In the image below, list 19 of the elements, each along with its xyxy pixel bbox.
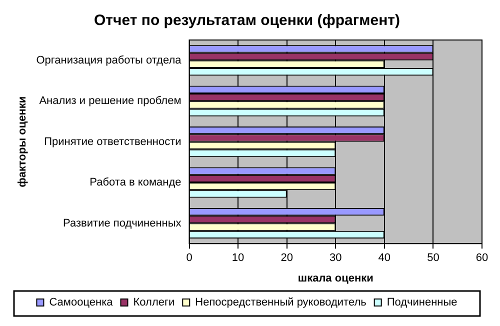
chart-title: Отчет по результатам оценки (фрагмент) xyxy=(94,12,400,30)
y-tick-label: Анализ и решение проблем xyxy=(39,95,182,108)
x-tick-label: 10 xyxy=(232,252,244,264)
y-tick-label: Организация работы отдела xyxy=(36,54,182,66)
x-tick-label: 20 xyxy=(280,252,293,264)
legend-label: Самооценка xyxy=(49,296,114,309)
x-tick-label: 30 xyxy=(330,252,342,264)
legend-label: Подчиненные xyxy=(386,296,458,309)
x-tick-label: 60 xyxy=(476,252,488,264)
y-tick-label: Развитие подчиненных xyxy=(63,217,182,230)
x-axis-title: шкала оценки xyxy=(298,272,374,284)
x-tick-label: 40 xyxy=(378,252,391,264)
legend-label: Непосредственный руководитель xyxy=(195,296,367,309)
legend-label: Коллеги xyxy=(133,296,175,309)
x-tick-label: 50 xyxy=(427,252,440,264)
y-tick-label: Принятие ответственности xyxy=(44,136,182,148)
x-tick-label: 0 xyxy=(186,252,192,264)
y-axis-title: факторы оценки xyxy=(16,96,29,188)
y-tick-label: Работа в команде xyxy=(90,176,182,189)
